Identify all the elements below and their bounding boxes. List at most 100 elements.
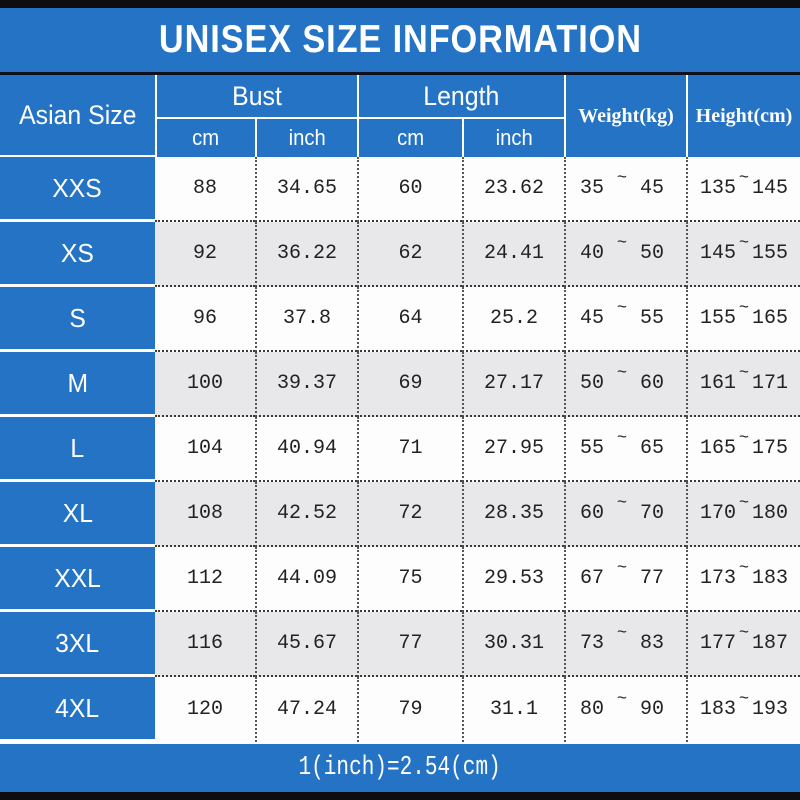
conversion-note: 1(inch)=2.54(cm) (298, 753, 502, 783)
page-title: UNISEX SIZE INFORMATION (158, 18, 642, 61)
size-label-cell: XL (0, 482, 155, 547)
length-cm-cell: 62 (357, 222, 462, 287)
table-row: 3XL 116 45.67 77 30.31 73 ~ 83 177 ~ 187 (0, 612, 800, 677)
weight-range: 50 ~ 60 (566, 352, 686, 415)
height-max: 155 (751, 242, 788, 265)
length-cm-cell: 64 (357, 287, 462, 352)
bust-cm-cell: 108 (155, 482, 255, 547)
table-body: XXS 88 34.65 60 23.62 35 ~ 45 135 ~ 145 (0, 157, 800, 742)
tilde-separator: ~ (738, 494, 750, 513)
length-inch-cell: 23.62 (462, 157, 564, 222)
weight-max: 83 (639, 632, 664, 655)
length-inch-cell: 28.35 (462, 482, 564, 547)
height-range-cell: 170 ~ 180 (686, 482, 800, 547)
table-row: S 96 37.8 64 25.2 45 ~ 55 155 ~ 165 (0, 287, 800, 352)
size-label-cell: S (0, 287, 155, 352)
size-label-cell: M (0, 352, 155, 417)
weight-min: 35 (580, 177, 605, 200)
weight-min: 55 (580, 437, 605, 460)
bust-inch-cell: 39.37 (255, 352, 357, 417)
table-row: XS 92 36.22 62 24.41 40 ~ 50 145 ~ 155 (0, 222, 800, 287)
bust-inch-cell: 36.22 (255, 222, 357, 287)
weight-max: 77 (639, 567, 664, 590)
header-length-cm: cm (357, 119, 462, 157)
height-range: 155 ~ 165 (688, 287, 800, 350)
table-row: L 104 40.94 71 27.95 55 ~ 65 165 ~ 175 (0, 417, 800, 482)
table-row: M 100 39.37 69 27.17 50 ~ 60 161 ~ 171 (0, 352, 800, 417)
height-range-cell: 155 ~ 165 (686, 287, 800, 352)
tilde-separator: ~ (616, 234, 628, 253)
height-max: 183 (751, 567, 788, 590)
bust-cm-cell: 104 (155, 417, 255, 482)
size-table: Asian Size Bust Length Weight(kg) Height… (0, 75, 800, 742)
table-row: XXL 112 44.09 75 29.53 67 ~ 77 173 ~ 183 (0, 547, 800, 612)
length-cm-cell: 60 (357, 157, 462, 222)
height-min: 183 (700, 698, 737, 721)
table-row: XXS 88 34.65 60 23.62 35 ~ 45 135 ~ 145 (0, 157, 800, 222)
height-range: 173 ~ 183 (688, 547, 800, 610)
tilde-separator: ~ (738, 690, 750, 709)
tilde-separator: ~ (738, 429, 750, 448)
height-range-cell: 145 ~ 155 (686, 222, 800, 287)
bottom-border-bar (0, 792, 800, 800)
title-divider (0, 72, 800, 75)
weight-range-cell: 50 ~ 60 (564, 352, 686, 417)
height-range: 135 ~ 145 (688, 157, 800, 220)
weight-max: 90 (639, 698, 664, 721)
weight-max: 50 (639, 242, 664, 265)
length-inch-cell: 25.2 (462, 287, 564, 352)
weight-max: 65 (639, 437, 664, 460)
weight-range: 55 ~ 65 (566, 417, 686, 480)
top-border-bar (0, 0, 800, 8)
tilde-separator: ~ (738, 234, 750, 253)
weight-range-cell: 73 ~ 83 (564, 612, 686, 677)
tilde-separator: ~ (616, 429, 628, 448)
height-range-cell: 177 ~ 187 (686, 612, 800, 677)
tilde-separator: ~ (616, 624, 628, 643)
height-range: 177 ~ 187 (688, 612, 800, 675)
height-min: 155 (700, 307, 737, 330)
bust-inch-cell: 34.65 (255, 157, 357, 222)
bust-inch-cell: 37.8 (255, 287, 357, 352)
bust-inch-cell: 47.24 (255, 677, 357, 742)
height-min: 165 (700, 437, 737, 460)
length-cm-cell: 79 (357, 677, 462, 742)
bust-cm-cell: 100 (155, 352, 255, 417)
weight-range-cell: 45 ~ 55 (564, 287, 686, 352)
weight-min: 40 (580, 242, 605, 265)
length-inch-cell: 29.53 (462, 547, 564, 612)
weight-min: 80 (580, 698, 605, 721)
height-max: 180 (751, 502, 788, 525)
header-bust-inch: inch (255, 119, 357, 157)
height-min: 173 (700, 567, 737, 590)
size-label-cell: L (0, 417, 155, 482)
height-range-cell: 135 ~ 145 (686, 157, 800, 222)
height-max: 175 (751, 437, 788, 460)
header-bust: Bust (155, 75, 357, 119)
table-row: XL 108 42.52 72 28.35 60 ~ 70 170 ~ 180 (0, 482, 800, 547)
length-cm-cell: 75 (357, 547, 462, 612)
weight-range-cell: 35 ~ 45 (564, 157, 686, 222)
size-label-cell: XXS (0, 157, 155, 222)
height-range-cell: 173 ~ 183 (686, 547, 800, 612)
tilde-separator: ~ (616, 690, 628, 709)
weight-range-cell: 80 ~ 90 (564, 677, 686, 742)
bust-cm-cell: 116 (155, 612, 255, 677)
table-row: 4XL 120 47.24 79 31.1 80 ~ 90 183 ~ 193 (0, 677, 800, 742)
length-cm-cell: 69 (357, 352, 462, 417)
length-cm-cell: 72 (357, 482, 462, 547)
height-range: 145 ~ 155 (688, 222, 800, 285)
length-inch-cell: 27.17 (462, 352, 564, 417)
weight-range-cell: 55 ~ 65 (564, 417, 686, 482)
height-range-cell: 161 ~ 171 (686, 352, 800, 417)
weight-range: 73 ~ 83 (566, 612, 686, 675)
weight-min: 67 (580, 567, 605, 590)
tilde-separator: ~ (616, 559, 628, 578)
height-max: 171 (751, 372, 788, 395)
length-cm-cell: 71 (357, 417, 462, 482)
size-label-cell: XS (0, 222, 155, 287)
height-range-cell: 183 ~ 193 (686, 677, 800, 742)
weight-range: 40 ~ 50 (566, 222, 686, 285)
bust-cm-cell: 96 (155, 287, 255, 352)
